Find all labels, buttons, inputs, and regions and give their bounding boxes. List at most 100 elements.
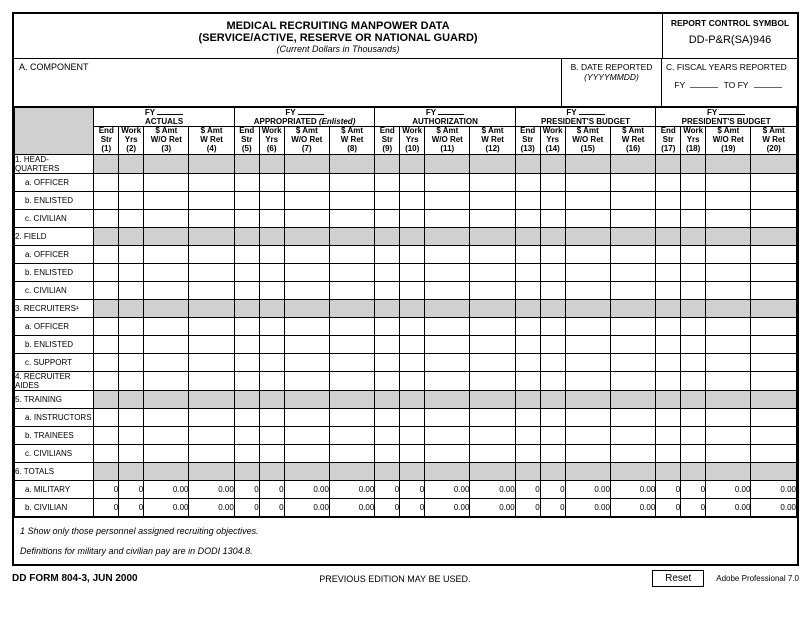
data-cell[interactable]: [234, 264, 259, 282]
data-cell[interactable]: [470, 354, 515, 372]
data-cell[interactable]: [94, 336, 119, 354]
data-cell[interactable]: [565, 445, 610, 463]
data-cell[interactable]: [706, 210, 751, 228]
data-cell[interactable]: [610, 210, 655, 228]
data-cell[interactable]: [610, 409, 655, 427]
data-cell[interactable]: [610, 264, 655, 282]
data-cell[interactable]: 0: [515, 499, 540, 517]
data-cell[interactable]: [375, 192, 400, 210]
data-cell[interactable]: [284, 427, 329, 445]
data-cell[interactable]: [656, 264, 681, 282]
data-cell[interactable]: 0.00: [565, 481, 610, 499]
data-cell[interactable]: [425, 336, 470, 354]
data-cell[interactable]: [681, 354, 706, 372]
data-cell[interactable]: [329, 210, 374, 228]
data-cell[interactable]: [259, 409, 284, 427]
data-cell[interactable]: [656, 192, 681, 210]
data-cell[interactable]: [284, 192, 329, 210]
data-cell[interactable]: [656, 427, 681, 445]
data-cell[interactable]: 0.00: [329, 499, 374, 517]
data-cell[interactable]: [375, 174, 400, 192]
data-cell[interactable]: 0.00: [751, 481, 797, 499]
data-cell[interactable]: 0: [656, 481, 681, 499]
data-cell[interactable]: [284, 210, 329, 228]
data-cell[interactable]: [470, 246, 515, 264]
data-cell[interactable]: [515, 210, 540, 228]
data-cell[interactable]: [189, 427, 234, 445]
data-cell[interactable]: [234, 246, 259, 264]
data-cell[interactable]: [94, 246, 119, 264]
data-cell[interactable]: [189, 354, 234, 372]
data-cell[interactable]: 0: [375, 499, 400, 517]
data-cell[interactable]: [329, 372, 374, 391]
data-cell[interactable]: 0: [94, 481, 119, 499]
data-cell[interactable]: [706, 282, 751, 300]
data-cell[interactable]: [94, 282, 119, 300]
data-cell[interactable]: [144, 427, 189, 445]
data-cell[interactable]: 0: [259, 481, 284, 499]
data-cell[interactable]: 0.00: [425, 481, 470, 499]
data-cell[interactable]: [656, 318, 681, 336]
data-cell[interactable]: [259, 210, 284, 228]
data-cell[interactable]: [681, 174, 706, 192]
data-cell[interactable]: [681, 409, 706, 427]
data-cell[interactable]: [681, 427, 706, 445]
data-cell[interactable]: 0: [119, 499, 144, 517]
data-cell[interactable]: [144, 210, 189, 228]
data-cell[interactable]: [259, 427, 284, 445]
data-cell[interactable]: [375, 210, 400, 228]
data-cell[interactable]: [751, 336, 797, 354]
data-cell[interactable]: 0.00: [189, 499, 234, 517]
data-cell[interactable]: [189, 336, 234, 354]
data-cell[interactable]: [94, 354, 119, 372]
data-cell[interactable]: [119, 192, 144, 210]
data-cell[interactable]: [400, 318, 425, 336]
data-cell[interactable]: [119, 264, 144, 282]
data-cell[interactable]: 0.00: [329, 481, 374, 499]
data-cell[interactable]: 0: [515, 481, 540, 499]
data-cell[interactable]: [259, 264, 284, 282]
data-cell[interactable]: [425, 192, 470, 210]
data-cell[interactable]: [119, 372, 144, 391]
data-cell[interactable]: [375, 445, 400, 463]
data-cell[interactable]: [540, 409, 565, 427]
data-cell[interactable]: [94, 210, 119, 228]
data-cell[interactable]: [565, 210, 610, 228]
data-cell[interactable]: [144, 282, 189, 300]
data-cell[interactable]: [515, 264, 540, 282]
data-cell[interactable]: [681, 336, 706, 354]
data-cell[interactable]: [540, 427, 565, 445]
data-cell[interactable]: [329, 174, 374, 192]
data-cell[interactable]: [470, 264, 515, 282]
data-cell[interactable]: [540, 445, 565, 463]
fy-to-input[interactable]: [754, 87, 782, 88]
data-cell[interactable]: [515, 427, 540, 445]
data-cell[interactable]: [375, 427, 400, 445]
data-cell[interactable]: [234, 409, 259, 427]
data-cell[interactable]: 0: [259, 499, 284, 517]
data-cell[interactable]: [259, 192, 284, 210]
data-cell[interactable]: [540, 354, 565, 372]
data-cell[interactable]: [234, 318, 259, 336]
data-cell[interactable]: [656, 210, 681, 228]
data-cell[interactable]: [400, 282, 425, 300]
data-cell[interactable]: [329, 409, 374, 427]
data-cell[interactable]: [375, 318, 400, 336]
data-cell[interactable]: [470, 282, 515, 300]
data-cell[interactable]: [400, 264, 425, 282]
data-cell[interactable]: [425, 318, 470, 336]
data-cell[interactable]: [329, 354, 374, 372]
data-cell[interactable]: [656, 282, 681, 300]
data-cell[interactable]: [540, 336, 565, 354]
data-cell[interactable]: [515, 445, 540, 463]
data-cell[interactable]: [189, 246, 234, 264]
data-cell[interactable]: [751, 192, 797, 210]
data-cell[interactable]: [189, 282, 234, 300]
data-cell[interactable]: [259, 174, 284, 192]
data-cell[interactable]: 0: [540, 499, 565, 517]
data-cell[interactable]: [375, 264, 400, 282]
data-cell[interactable]: [375, 372, 400, 391]
data-cell[interactable]: [751, 282, 797, 300]
data-cell[interactable]: 0.00: [425, 499, 470, 517]
data-cell[interactable]: [375, 282, 400, 300]
